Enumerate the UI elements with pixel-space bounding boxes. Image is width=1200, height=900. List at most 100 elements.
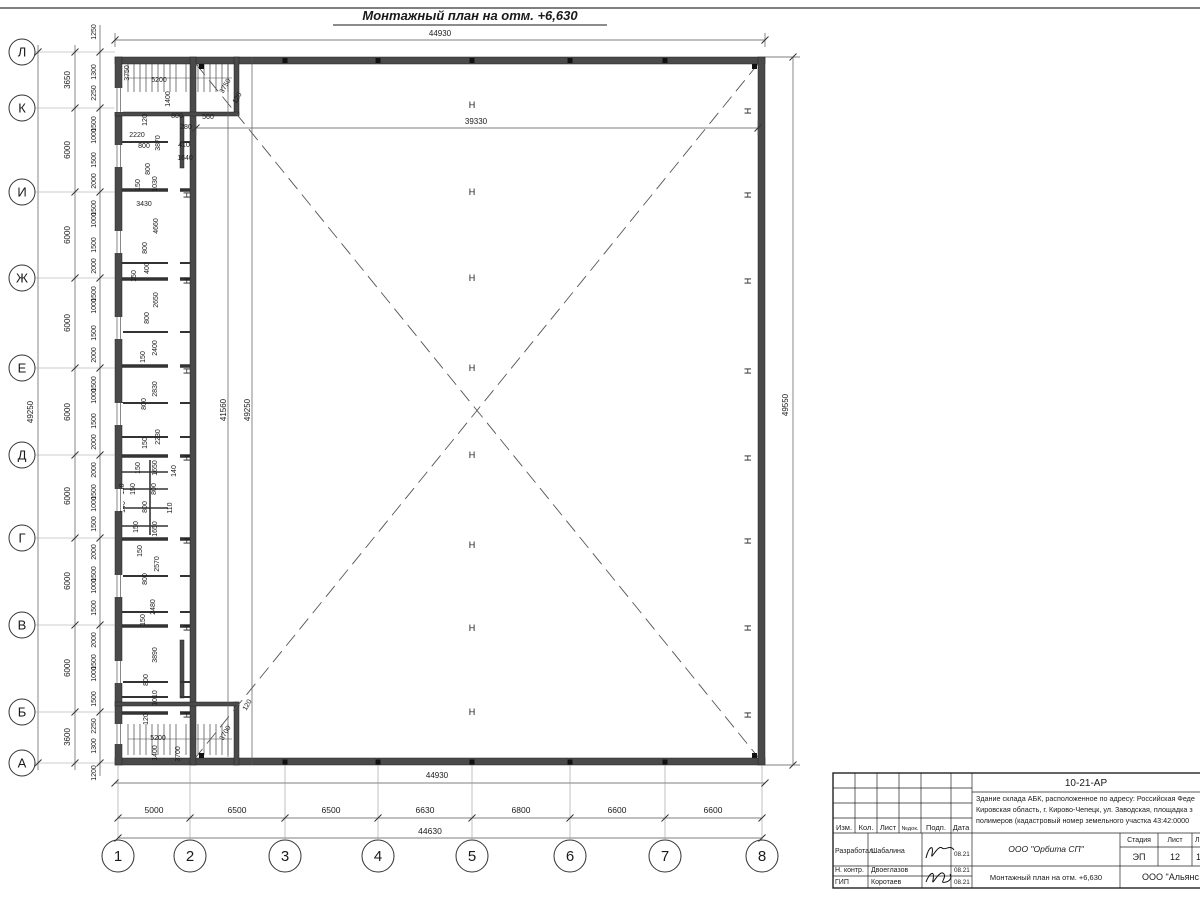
dim-right-total: 49550 xyxy=(781,393,790,416)
dim-label: 150 xyxy=(137,545,144,557)
dim-label: 4660 xyxy=(153,218,160,234)
dim-label: 150 xyxy=(135,462,142,474)
dim-label: 120 xyxy=(142,114,149,126)
dim-tick xyxy=(96,451,104,459)
dim-tick xyxy=(96,759,104,767)
org2-name: ООО "Альянс xyxy=(1142,872,1199,882)
column-mark: Н xyxy=(182,278,192,285)
column-mark: Н xyxy=(182,712,192,719)
dim-label: 280 xyxy=(180,124,192,131)
axis-label-col: 7 xyxy=(661,848,669,865)
axis-label-col: 2 xyxy=(186,848,194,865)
dimension-lines xyxy=(37,25,800,839)
dim-tick xyxy=(192,124,200,132)
dim-label: 2650 xyxy=(153,292,160,308)
dim-label: 2830 xyxy=(152,381,159,397)
svg-text:Дата: Дата xyxy=(953,823,970,832)
dim-label: 150 xyxy=(142,437,149,449)
window-opening xyxy=(114,661,123,683)
window-opening xyxy=(114,489,123,511)
dim-tick xyxy=(661,814,669,822)
dim-tick xyxy=(114,834,122,842)
column-mark: Н xyxy=(743,368,753,375)
svg-text:Лист: Лист xyxy=(1167,837,1183,844)
dim-bottom-chain: 5000 xyxy=(145,805,164,815)
dim-label: 800 xyxy=(151,483,158,495)
doc-number: 10-21-АР xyxy=(1065,778,1108,789)
svg-text:Кол.: Кол. xyxy=(859,823,874,832)
title-block: 10-21-АР Здание склада АБК, расположенно… xyxy=(832,772,1200,889)
dim-label: 1400 xyxy=(165,91,172,107)
axis-label-row: Б xyxy=(18,705,27,720)
dim-label: 3750 xyxy=(219,78,233,95)
dim-left-inner: 1500 xyxy=(91,691,98,707)
dim-left-outer: 6000 xyxy=(63,226,72,244)
dim-label: 1030 xyxy=(152,176,159,192)
post xyxy=(662,759,668,765)
window-opening xyxy=(114,231,123,253)
dim-label: 140 xyxy=(171,465,178,477)
svg-text:ГИП: ГИП xyxy=(835,879,849,886)
dim-left-inner: 1500 xyxy=(91,200,98,216)
axis-label-col: 4 xyxy=(374,848,382,865)
post xyxy=(282,58,288,63)
dim-label: 150 xyxy=(135,179,142,191)
dim-label: 560 xyxy=(202,114,214,121)
window-opening xyxy=(114,317,123,339)
dim-left-inner: 1000 xyxy=(91,388,98,404)
dim-bottom-chain: 6500 xyxy=(322,805,341,815)
dim-bottom-chain: 6600 xyxy=(704,805,723,815)
dim-label: 1650 xyxy=(152,460,159,476)
axis-bubble-2 xyxy=(173,839,207,873)
axis-bubble-И xyxy=(8,178,36,206)
sheet-title: Монтажный план на отм. +6,630 xyxy=(990,873,1102,882)
dim-left-outer: 6000 xyxy=(63,314,72,332)
dim-tick xyxy=(114,814,122,822)
dim-label: 39330 xyxy=(465,117,488,126)
dim-tick xyxy=(281,814,289,822)
stair-top xyxy=(127,64,232,92)
svg-text:Стадия: Стадия xyxy=(1127,837,1151,844)
dim-label: 800 xyxy=(171,113,183,120)
dim-left-outer: 6000 xyxy=(63,487,72,505)
dim-tick xyxy=(754,124,762,132)
dim-left-outer: 3650 xyxy=(63,71,72,89)
axis-label-row: Л xyxy=(18,45,27,60)
dim-label: 800 xyxy=(141,398,148,410)
dim-left-inner: 2000 xyxy=(91,258,98,274)
dim-label: 49250 xyxy=(243,398,252,421)
dim-tick xyxy=(96,621,104,629)
svg-text:Листов: Листов xyxy=(1195,837,1200,844)
dim-bottom-total: 44630 xyxy=(418,826,442,836)
dim-tick xyxy=(71,188,79,196)
dim-left-inner: 1200 xyxy=(91,765,98,781)
column-mark: Н xyxy=(182,538,192,545)
svg-text:1: 1 xyxy=(1196,852,1200,862)
dim-left-inner: 1000 xyxy=(91,212,98,228)
dim-tick xyxy=(96,534,104,542)
axis-bubble-Д xyxy=(8,441,36,469)
dim-label: 2570 xyxy=(154,556,161,572)
dimension-labels: 3650 6000 6000 6000 6000 6000 6000 6000 3600 4925… xyxy=(26,24,790,836)
column-mark: Н xyxy=(182,192,192,199)
dim-tick xyxy=(96,48,104,56)
dim-label: 120 xyxy=(232,91,244,105)
dim-tick xyxy=(96,104,104,112)
dim-label: 3870 xyxy=(155,135,162,151)
dim-tick xyxy=(71,274,79,282)
column-mark: Н xyxy=(469,273,476,283)
column-mark: Н xyxy=(743,455,753,462)
dimension-ticks xyxy=(34,36,797,842)
axis-bubble-Г xyxy=(8,524,36,552)
window-opening xyxy=(114,403,123,425)
axis-label-row: И xyxy=(17,185,26,200)
dim-label: 800 xyxy=(144,312,151,324)
column-mark: Н xyxy=(743,625,753,632)
dim-left-outer: 6000 xyxy=(63,659,72,677)
dim-left-inner: 2000 xyxy=(91,544,98,560)
dim-tick xyxy=(96,708,104,716)
dim-left-outer: 6000 xyxy=(63,572,72,590)
dim-label: 44930 xyxy=(426,771,449,780)
dim-left-inner: 1500 xyxy=(91,152,98,168)
dim-left-inner: 2000 xyxy=(91,173,98,189)
